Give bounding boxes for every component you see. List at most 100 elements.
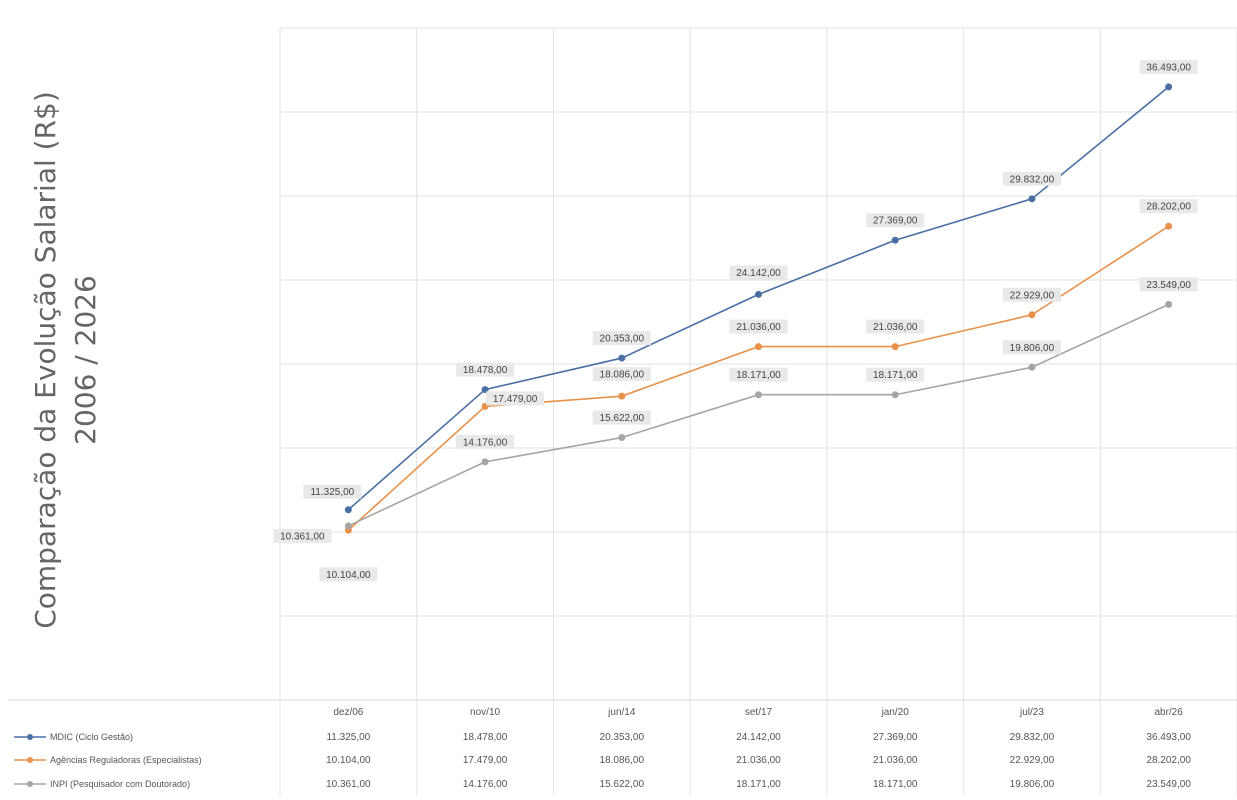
data-point — [344, 506, 352, 514]
data-label-box — [1139, 199, 1198, 214]
data-label-box — [456, 362, 515, 377]
legend-swatch-marker — [27, 781, 33, 787]
data-label: 18.478,00 — [463, 365, 508, 376]
data-label: 14.176,00 — [463, 437, 508, 448]
data-label: 23.549,00 — [1146, 280, 1191, 291]
data-point — [755, 290, 762, 298]
data-point — [891, 236, 899, 244]
data-point — [618, 354, 626, 362]
table-cell: 22.929,00 — [1010, 755, 1055, 766]
x-tick-label: dez/06 — [333, 707, 363, 718]
data-label-box — [319, 567, 378, 582]
table-cell: 15.622,00 — [600, 779, 645, 790]
data-label-box — [866, 213, 925, 228]
data-label: 36.493,00 — [1146, 62, 1191, 73]
legend-swatch-marker — [27, 757, 33, 763]
data-label: 10.361,00 — [280, 531, 325, 542]
data-label-box — [456, 434, 515, 449]
data-label: 18.086,00 — [600, 370, 645, 381]
data-point — [891, 343, 899, 351]
table-cell: 10.361,00 — [326, 779, 371, 790]
data-label: 15.622,00 — [600, 413, 645, 424]
data-label-box — [592, 410, 651, 425]
data-label-box — [1139, 59, 1198, 74]
table-cell: 21.036,00 — [873, 755, 918, 766]
data-point — [755, 391, 762, 399]
data-label: 29.832,00 — [1010, 174, 1055, 185]
data-labels: 11.325,00 18.478,00 20.353,00 24.142,00 27.3… — [273, 59, 1198, 582]
legend-swatch-marker — [27, 734, 33, 740]
data-label-box — [1139, 277, 1198, 292]
data-label-box — [303, 484, 362, 499]
table-cell: 18.171,00 — [873, 779, 918, 790]
data-point — [1028, 195, 1036, 203]
data-label-box — [1002, 171, 1061, 186]
table-cell: 28.202,00 — [1146, 755, 1191, 766]
x-tick-label: jun/14 — [607, 707, 636, 718]
data-point — [481, 386, 489, 394]
series-line — [348, 303, 1169, 527]
legend-entry: INPI (Pesquisador com Doutorado) — [50, 779, 190, 789]
table-cell: 21.036,00 — [736, 755, 781, 766]
table-cell: 36.493,00 — [1146, 732, 1191, 743]
table-cell: 23.549,00 — [1146, 779, 1191, 790]
data-label: 18.171,00 — [873, 370, 918, 381]
table-cell: 17.479,00 — [463, 755, 508, 766]
data-point — [1028, 311, 1036, 319]
data-label-box — [729, 367, 788, 382]
data-label: 21.036,00 — [736, 322, 781, 333]
data-label-box — [486, 391, 545, 406]
x-tick-label: set/17 — [745, 707, 773, 718]
data-label: 10.104,00 — [326, 570, 371, 581]
data-point — [891, 391, 899, 399]
table-cell: 19.806,00 — [1010, 779, 1055, 790]
data-label-box — [729, 319, 788, 334]
x-tick-label: jul/23 — [1019, 707, 1044, 718]
data-label: 11.325,00 — [310, 487, 354, 498]
data-label-box — [273, 528, 332, 543]
table-cell: 20.353,00 — [600, 732, 645, 743]
table-cell: 29.832,00 — [1010, 732, 1055, 743]
data-label: 21.036,00 — [873, 322, 918, 333]
table-cell: 11.325,00 — [326, 732, 370, 743]
data-point — [1165, 300, 1173, 308]
data-table: dez/06 nov/10 jun/14 set/17 jan/20 jul/23 abr/… — [8, 699, 1237, 796]
table-cell: 27.369,00 — [873, 732, 918, 743]
chart-grid — [279, 27, 1237, 701]
y-axis-label: Comparação da Evolução Salarial (R$) 2006… — [29, 91, 102, 629]
table-cell: 24.142,00 — [736, 732, 781, 743]
data-label-box — [592, 367, 651, 382]
data-label: 19.806,00 — [1010, 343, 1055, 354]
data-label: 28.202,00 — [1146, 202, 1191, 213]
legend-entry: MDIC (Ciclo Gestão) — [50, 732, 133, 742]
data-label: 24.142,00 — [736, 268, 781, 279]
data-label-box — [1002, 340, 1061, 355]
data-label-box — [592, 331, 651, 346]
table-cell: 10.104,00 — [326, 755, 371, 766]
data-label-box — [866, 319, 925, 334]
data-label-box — [1002, 287, 1061, 302]
x-tick-label: nov/10 — [470, 707, 500, 718]
data-point — [618, 434, 626, 442]
table-cell: 18.086,00 — [600, 755, 645, 766]
data-label: 17.479,00 — [493, 394, 538, 405]
data-point — [1165, 222, 1173, 230]
y-axis-label-line: 2006 / 2026 — [69, 275, 102, 445]
y-axis-label-line: Comparação da Evolução Salarial (R$) — [29, 91, 62, 629]
data-label-box — [729, 265, 788, 280]
data-point — [344, 522, 352, 530]
data-point — [1028, 363, 1036, 371]
x-tick-label: abr/26 — [1154, 707, 1183, 718]
data-point — [1165, 83, 1173, 91]
data-point — [618, 392, 626, 400]
x-tick-label: jan/20 — [881, 707, 910, 718]
legend-entry: Agências Reguladoras (Especialistas) — [50, 755, 202, 765]
table-cell: 18.478,00 — [463, 732, 508, 743]
series-lines — [344, 83, 1173, 534]
data-label: 27.369,00 — [873, 216, 918, 227]
data-label: 22.929,00 — [1010, 290, 1055, 301]
data-label: 20.353,00 — [600, 334, 645, 345]
data-label: 18.171,00 — [736, 370, 781, 381]
data-label-box — [866, 367, 925, 382]
